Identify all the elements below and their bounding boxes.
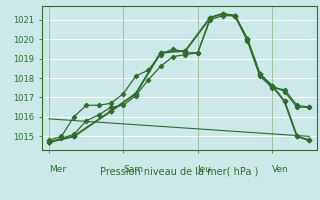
X-axis label: Pression niveau de la mer( hPa ): Pression niveau de la mer( hPa )	[100, 167, 258, 177]
Text: Sam: Sam	[124, 165, 143, 174]
Text: Mer: Mer	[49, 165, 66, 174]
Text: Ven: Ven	[272, 165, 289, 174]
Text: Jeu: Jeu	[198, 165, 212, 174]
